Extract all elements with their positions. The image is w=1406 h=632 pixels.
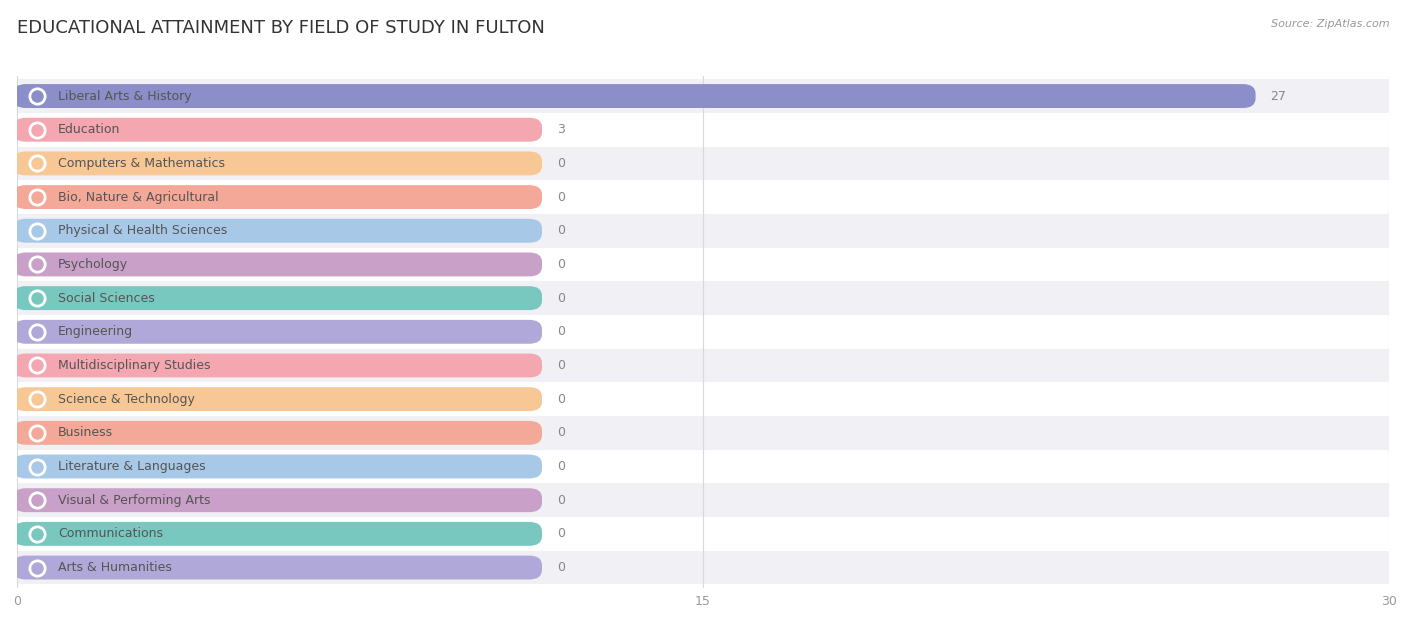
Text: Literature & Languages: Literature & Languages (58, 460, 205, 473)
Bar (17, 483, 1389, 517)
Text: 0: 0 (557, 359, 565, 372)
Text: 0: 0 (557, 224, 565, 237)
Bar (17, 416, 1389, 450)
Text: 0: 0 (557, 157, 565, 170)
FancyBboxPatch shape (13, 489, 541, 512)
Text: Engineering: Engineering (58, 325, 134, 338)
Bar (17, 281, 1389, 315)
Bar (17, 180, 1389, 214)
Bar (17, 517, 1389, 550)
Text: 0: 0 (557, 460, 565, 473)
Text: EDUCATIONAL ATTAINMENT BY FIELD OF STUDY IN FULTON: EDUCATIONAL ATTAINMENT BY FIELD OF STUDY… (17, 19, 544, 37)
Text: Communications: Communications (58, 527, 163, 540)
Bar (17, 147, 1389, 180)
FancyBboxPatch shape (13, 185, 541, 209)
Text: Psychology: Psychology (58, 258, 128, 271)
FancyBboxPatch shape (13, 320, 541, 344)
Text: Source: ZipAtlas.com: Source: ZipAtlas.com (1271, 19, 1389, 29)
Text: 0: 0 (557, 191, 565, 204)
Bar (17, 382, 1389, 416)
Text: 0: 0 (557, 291, 565, 305)
Text: Liberal Arts & History: Liberal Arts & History (58, 90, 191, 102)
Text: Science & Technology: Science & Technology (58, 392, 195, 406)
Text: Business: Business (58, 427, 112, 439)
Bar (17, 450, 1389, 483)
Text: Computers & Mathematics: Computers & Mathematics (58, 157, 225, 170)
FancyBboxPatch shape (13, 84, 1256, 108)
Text: 0: 0 (557, 494, 565, 507)
FancyBboxPatch shape (13, 253, 541, 276)
FancyBboxPatch shape (13, 118, 541, 142)
Text: Visual & Performing Arts: Visual & Performing Arts (58, 494, 211, 507)
Bar (17, 248, 1389, 281)
FancyBboxPatch shape (13, 387, 541, 411)
Text: 0: 0 (557, 527, 565, 540)
Bar (17, 315, 1389, 349)
FancyBboxPatch shape (13, 219, 541, 243)
FancyBboxPatch shape (13, 353, 541, 377)
FancyBboxPatch shape (13, 152, 541, 175)
Text: Physical & Health Sciences: Physical & Health Sciences (58, 224, 228, 237)
Text: 0: 0 (557, 392, 565, 406)
Bar (17, 79, 1389, 113)
FancyBboxPatch shape (13, 522, 541, 546)
Text: 3: 3 (557, 123, 564, 137)
Bar (17, 550, 1389, 585)
Bar (17, 214, 1389, 248)
Bar (17, 113, 1389, 147)
FancyBboxPatch shape (13, 421, 541, 445)
FancyBboxPatch shape (13, 556, 541, 580)
Bar (17, 349, 1389, 382)
Text: 0: 0 (557, 561, 565, 574)
FancyBboxPatch shape (13, 286, 541, 310)
Text: Education: Education (58, 123, 121, 137)
Text: Arts & Humanities: Arts & Humanities (58, 561, 172, 574)
Text: Multidisciplinary Studies: Multidisciplinary Studies (58, 359, 211, 372)
FancyBboxPatch shape (13, 454, 541, 478)
Text: 0: 0 (557, 427, 565, 439)
Text: 0: 0 (557, 325, 565, 338)
Text: 27: 27 (1270, 90, 1286, 102)
Text: Bio, Nature & Agricultural: Bio, Nature & Agricultural (58, 191, 219, 204)
Text: 0: 0 (557, 258, 565, 271)
Text: Social Sciences: Social Sciences (58, 291, 155, 305)
